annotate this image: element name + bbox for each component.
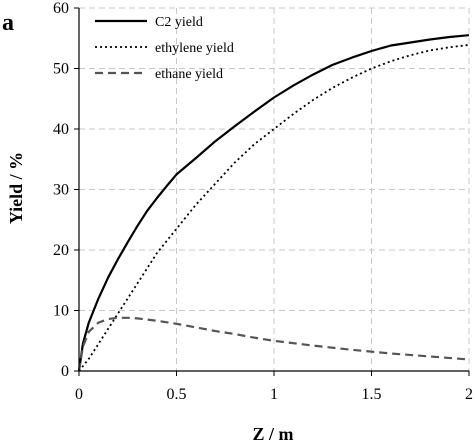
series-group bbox=[77, 34, 470, 372]
y-tick-label: 40 bbox=[53, 121, 69, 138]
legend-label: C2 yield bbox=[155, 15, 203, 30]
series-line-2 bbox=[78, 44, 470, 372]
x-tick-label: 1.5 bbox=[362, 386, 382, 403]
panel-label: a bbox=[2, 10, 14, 36]
x-tick-label: 1 bbox=[270, 386, 278, 403]
x-tick-label: 0.5 bbox=[167, 386, 187, 403]
y-tick-label: 20 bbox=[53, 242, 69, 259]
y-tick-label: 10 bbox=[53, 303, 69, 320]
grid-lines bbox=[79, 7, 470, 371]
x-tick-label: 2 bbox=[465, 386, 473, 403]
tick-labels: 0 10 20 30 40 50 60 0 0.5 1 1.5 2 bbox=[53, 0, 473, 403]
x-axis-label: Z / m bbox=[252, 424, 293, 444]
y-axis-label: Yield / % bbox=[6, 152, 26, 224]
series-line-1 bbox=[77, 34, 470, 372]
x-tick-label: 0 bbox=[75, 386, 83, 403]
legend-label: ethane yield bbox=[155, 67, 223, 82]
legend: C2 yield ethylene yield ethane yield bbox=[95, 15, 234, 82]
series-line-3 bbox=[77, 316, 470, 372]
legend-label: ethylene yield bbox=[155, 41, 234, 56]
y-tick-label: 0 bbox=[61, 363, 69, 380]
axes bbox=[74, 7, 470, 376]
y-tick-label: 60 bbox=[53, 0, 69, 17]
y-tick-label: 30 bbox=[53, 182, 69, 199]
y-tick-label: 50 bbox=[53, 61, 69, 78]
